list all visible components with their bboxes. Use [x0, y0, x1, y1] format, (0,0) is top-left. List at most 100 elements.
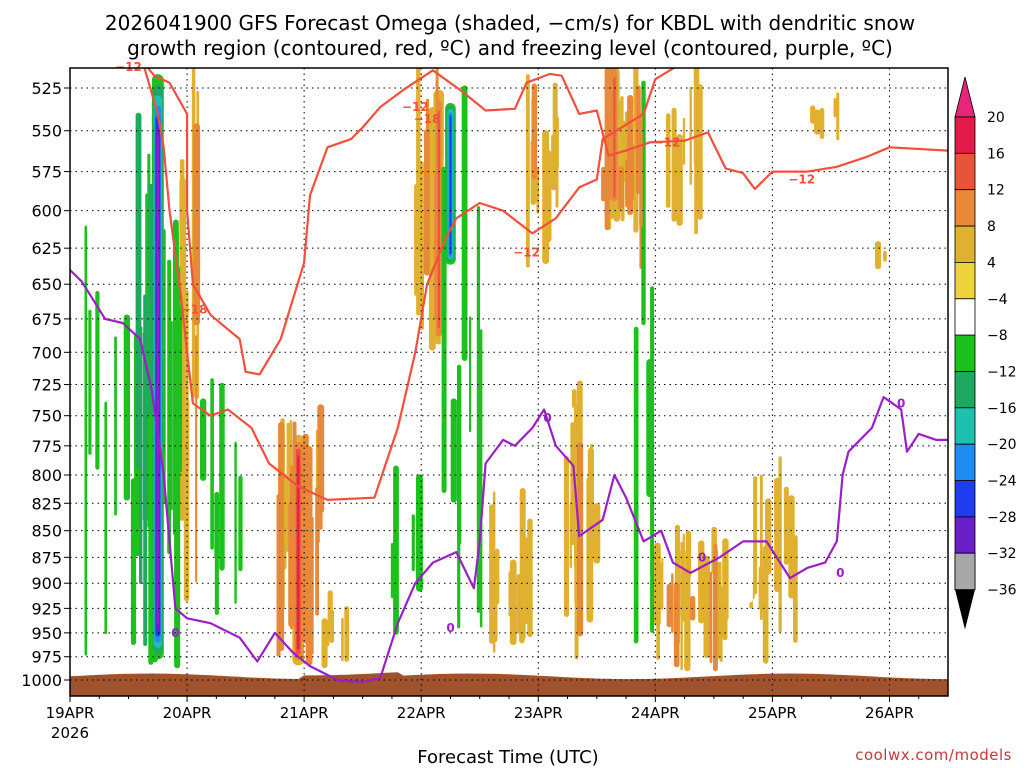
y-tick-label: 750 [31, 407, 62, 426]
colorbar-swatch [954, 516, 976, 554]
omega-cell [666, 583, 672, 628]
omega-cell [553, 148, 556, 191]
omega-cell [676, 134, 683, 226]
colorbar-swatch [954, 298, 976, 336]
omega-cell [929, 133, 935, 210]
omega-cell [479, 329, 483, 628]
omega-cell [577, 442, 584, 637]
gridlines [70, 68, 948, 696]
colorbar-swatch [954, 334, 976, 372]
omega-cell [84, 225, 88, 656]
omega-cell [680, 548, 686, 618]
omega-cell [461, 85, 468, 362]
x-tick-label: 23APR [514, 704, 563, 722]
omega-cell [199, 451, 202, 573]
omega-cell [774, 477, 781, 592]
omega-cell [106, 435, 113, 619]
y-tick-label: 625 [31, 239, 62, 258]
dendritic-minus12-label: −12 [402, 100, 429, 114]
omega-cell [531, 83, 537, 180]
omega-cell [934, 104, 939, 180]
omega-cell [123, 314, 130, 501]
omega-cell [671, 573, 674, 633]
y-tick-label: 825 [31, 494, 62, 513]
chart-title-line-2: growth region (contoured, red, ºC) and f… [127, 36, 893, 60]
omega-cell [570, 422, 575, 546]
colorbar-label: −28 [987, 510, 1017, 526]
omega-cell [744, 460, 749, 610]
omega-cell [810, 105, 816, 124]
y-tick-label: 950 [31, 624, 62, 643]
omega-cell [139, 326, 143, 584]
omega-cell [753, 476, 758, 595]
y-tick-label: 975 [31, 648, 62, 667]
omega-cell [509, 559, 517, 646]
omega-cell [666, 113, 671, 208]
omega-cell [735, 532, 740, 567]
colorbar-label: 20 [987, 110, 1005, 126]
colorbar-label: −24 [987, 474, 1017, 490]
omega-shading [71, 68, 944, 672]
omega-cell [685, 595, 690, 623]
omega-cell [566, 315, 569, 438]
omega-cell [344, 606, 350, 662]
y-tick-label: 775 [31, 437, 62, 456]
omega-cell [785, 68, 788, 78]
omega-cell [709, 571, 713, 664]
y-tick-label: 800 [31, 466, 62, 485]
y-axis: 525 550 575 600 625 650 675 700 725 750 775 800 825 8… [21, 79, 70, 690]
omega-cell [280, 545, 283, 595]
omega-cell [210, 378, 214, 550]
freezing-0C-contour [70, 269, 948, 683]
y-tick-label: 1000 [21, 671, 62, 690]
omega-cell [104, 401, 108, 635]
colorbar-swatch [954, 261, 976, 300]
omega-cell [560, 303, 563, 578]
omega-cell [100, 341, 105, 510]
y-tick-label: 875 [31, 548, 62, 567]
omega-cell [240, 423, 246, 627]
omega-cell [803, 68, 807, 77]
omega-cell [689, 86, 692, 185]
omega-cell [628, 143, 634, 202]
dendritic-minus18-contour [143, 68, 676, 501]
omega-cell [613, 77, 616, 197]
omega-cell [586, 476, 594, 623]
omega-cell [717, 561, 722, 658]
omega-cell [541, 317, 548, 459]
omega-cell [733, 490, 739, 531]
omega-cell [482, 231, 489, 632]
y-tick-label: 525 [31, 79, 62, 98]
colorbar-label: −8 [987, 328, 1008, 344]
y-tick-label: 600 [31, 202, 62, 221]
freezing-0C-label: 0 [698, 550, 706, 564]
colorbar-label: −16 [987, 401, 1017, 417]
y-tick-label: 725 [31, 376, 62, 395]
omega-cell [658, 122, 661, 393]
dendritic-minus12-label: −12 [654, 135, 681, 149]
omega-cell [918, 106, 925, 166]
colorbar-top-arrow [954, 76, 976, 118]
omega-cell [214, 507, 219, 615]
omega-cell [200, 398, 207, 481]
chart-title-line-1: 2026041900 GFS Forecast Omega (shaded, −… [105, 11, 915, 35]
omega-cell [633, 326, 639, 644]
omega-cell [765, 69, 771, 81]
omega-cell [773, 68, 778, 82]
omega-cell [329, 609, 335, 643]
x-tick-label: 21APR [280, 704, 329, 722]
x-tick-label: 22APR [397, 704, 446, 722]
omega-cell [266, 486, 273, 585]
x-tick-label: 20APR [163, 704, 212, 722]
omega-cell [89, 459, 95, 557]
omega-cell [758, 565, 765, 611]
omega-cell [390, 543, 394, 599]
dendritic-minus18-label: −18 [181, 302, 208, 316]
colorbar-label: −20 [987, 437, 1017, 453]
x-axis: 19APR 20APR 21APR 22APR 23APR 24APR 25APR 26APR [46, 696, 920, 722]
omega-cell [437, 110, 440, 329]
omega-cell [441, 166, 447, 493]
colorbar-label: 4 [987, 255, 996, 271]
omega-cell [609, 68, 617, 140]
